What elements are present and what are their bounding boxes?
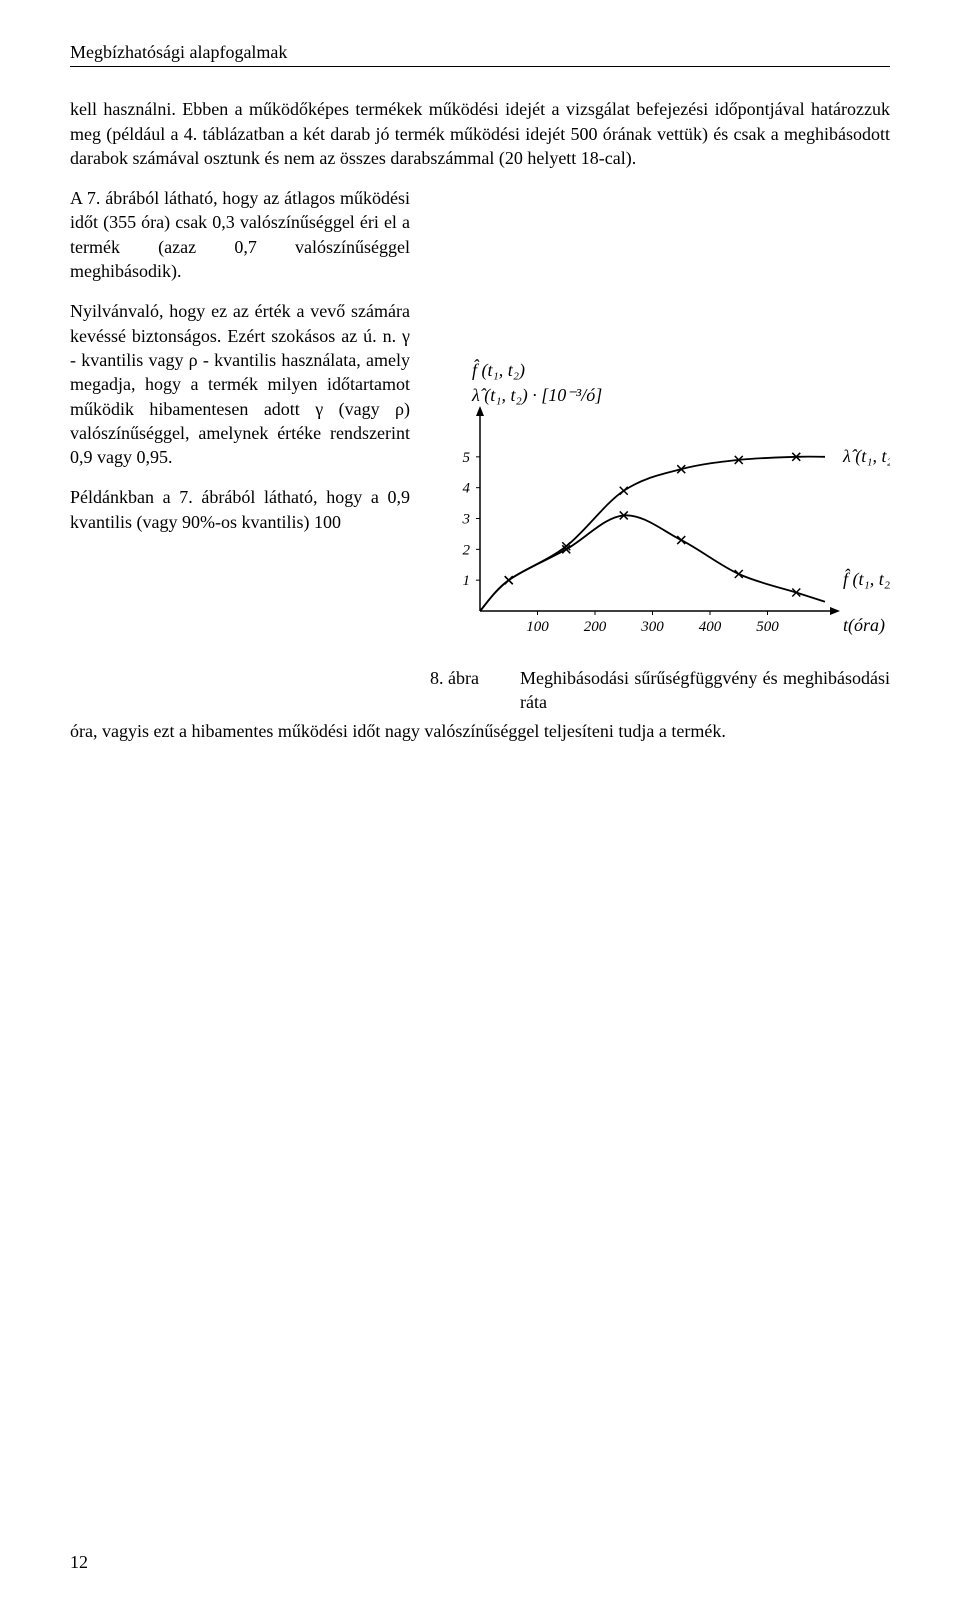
svg-text:5: 5 — [463, 450, 471, 466]
paragraph-3: Nyilvánvaló, hogy ez az érték a vevő szá… — [70, 299, 410, 469]
svg-text:λ̂ (t₁, t₂) · [10⁻³/ó]: λ̂ (t₁, t₂) · [10⁻³/ó] — [471, 385, 602, 406]
svg-text:λ̂ (t₁, t₂): λ̂ (t₁, t₂) — [842, 446, 890, 467]
svg-text:200: 200 — [584, 619, 607, 635]
svg-text:f̂ (t₁, t₂): f̂ (t₁, t₂) — [472, 359, 525, 381]
paragraph-2: A 7. ábrából látható, hogy az átlagos mű… — [70, 186, 410, 283]
svg-text:100: 100 — [526, 619, 549, 635]
caption-number: 8. ábra — [430, 666, 490, 715]
figure-column: f̂ (t₁, t₂) λ̂ (t₁, t₂) · [10⁻³/ó] 1 2 3 4 5 10… — [430, 186, 890, 715]
svg-text:2: 2 — [463, 543, 471, 559]
svg-text:400: 400 — [699, 619, 722, 635]
svg-text:500: 500 — [756, 619, 779, 635]
page-number: 12 — [70, 1550, 88, 1574]
figure-caption: 8. ábra Meghibásodási sűrűségfüggvény és… — [430, 666, 890, 715]
left-text-column: A 7. ábrából látható, hogy az átlagos mű… — [70, 186, 410, 534]
svg-text:1: 1 — [463, 573, 471, 589]
page-header: Megbízhatósági alapfogalmak — [70, 40, 890, 67]
paragraph-4b: óra, vagyis ezt a hibamentes működési id… — [70, 719, 890, 743]
svg-text:t(óra): t(óra) — [843, 615, 885, 636]
svg-text:f̂ (t₁, t₂): f̂ (t₁, t₂) — [843, 569, 890, 591]
chart-svg: f̂ (t₁, t₂) λ̂ (t₁, t₂) · [10⁻³/ó] 1 2 3 4 5 10… — [430, 356, 890, 656]
paragraph-4a: Példánkban a 7. ábrából látható, hogy a … — [70, 485, 410, 534]
svg-text:300: 300 — [640, 619, 664, 635]
svg-text:4: 4 — [463, 481, 471, 497]
header-title: Megbízhatósági alapfogalmak — [70, 42, 287, 62]
caption-text: Meghibásodási sűrűségfüggvény és meghibá… — [520, 666, 890, 715]
svg-text:3: 3 — [462, 512, 471, 528]
paragraph-1: kell használni. Ebben a működőképes term… — [70, 97, 890, 170]
chart-container: f̂ (t₁, t₂) λ̂ (t₁, t₂) · [10⁻³/ó] 1 2 3 4 5 10… — [430, 356, 890, 656]
